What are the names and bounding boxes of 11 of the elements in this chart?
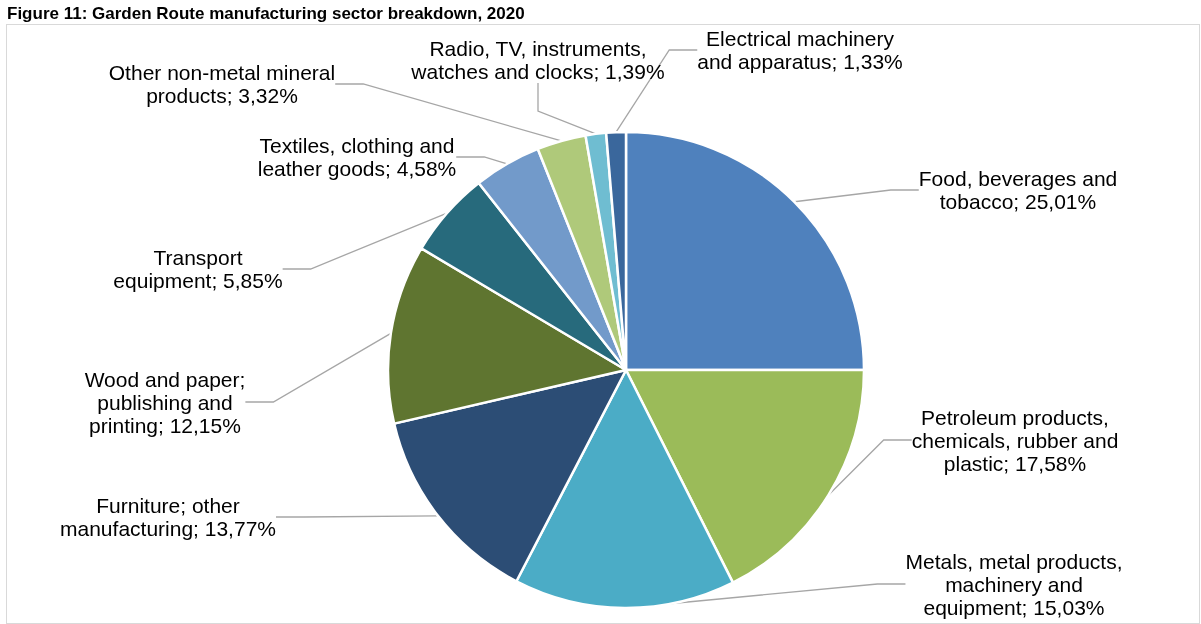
- slice-label: Metals, metal products, machinery and equipment; 15,03%: [905, 549, 1123, 619]
- slice-label: Other non-metal mineral products; 3,32%: [108, 61, 336, 107]
- slice-label: Furniture; other manufacturing; 13,77%: [60, 494, 276, 540]
- slice-label: Food, beverages and tobacco; 25,01%: [918, 167, 1118, 213]
- slice-label: Textiles, clothing and leather goods; 4,58%: [257, 134, 457, 180]
- slice-label: Radio, TV, instruments, watches and clocks; 1,39%: [410, 37, 665, 83]
- slice-label: Petroleum products, chemicals, rubber and plastic; 17,58%: [911, 405, 1119, 475]
- slice-label: Electrical machinery and apparatus; 1,33%: [697, 27, 903, 73]
- slice-label: Wood and paper; publishing and printing; 12,15%: [84, 367, 246, 437]
- slice-label: Transport equipment; 5,85%: [113, 246, 283, 292]
- chart-title: Figure 11: Garden Route manufacturing sector breakdown, 2020: [7, 4, 525, 23]
